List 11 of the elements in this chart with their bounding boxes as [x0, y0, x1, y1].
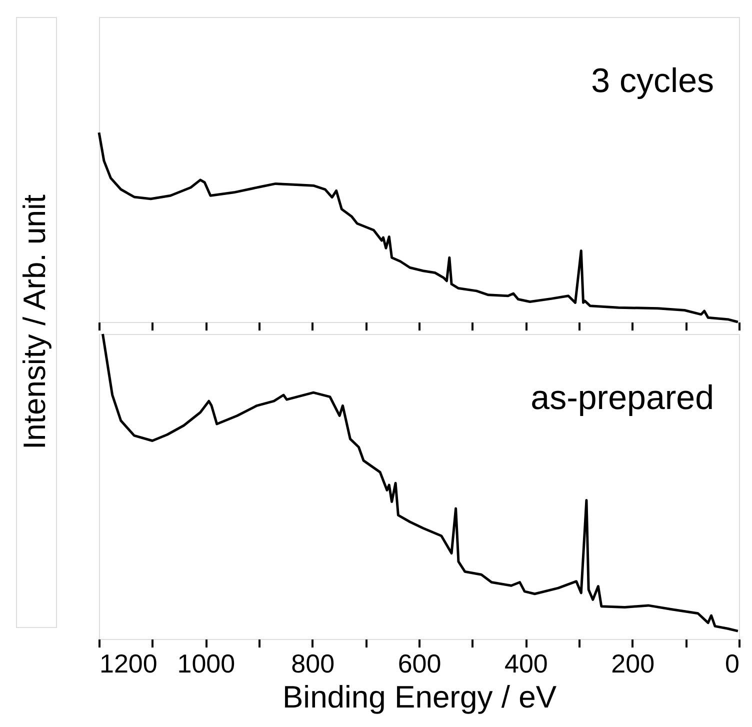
x-axis-title: Binding Energy / eV: [282, 680, 557, 714]
x-tick-label: 400: [504, 648, 548, 678]
y-axis-title: Intensity / Arb. unit: [17, 194, 52, 450]
x-tick-label: 200: [611, 648, 655, 678]
x-tick-label: 0: [725, 648, 740, 678]
annotation: as-prepared: [530, 379, 714, 417]
x-tick-label: 600: [398, 648, 442, 678]
text: 3 cycles: [591, 62, 714, 100]
x-tick-label: 800: [291, 648, 335, 678]
x-tick-label: 1200: [100, 648, 158, 678]
x-tick-label: 1000: [177, 648, 236, 678]
